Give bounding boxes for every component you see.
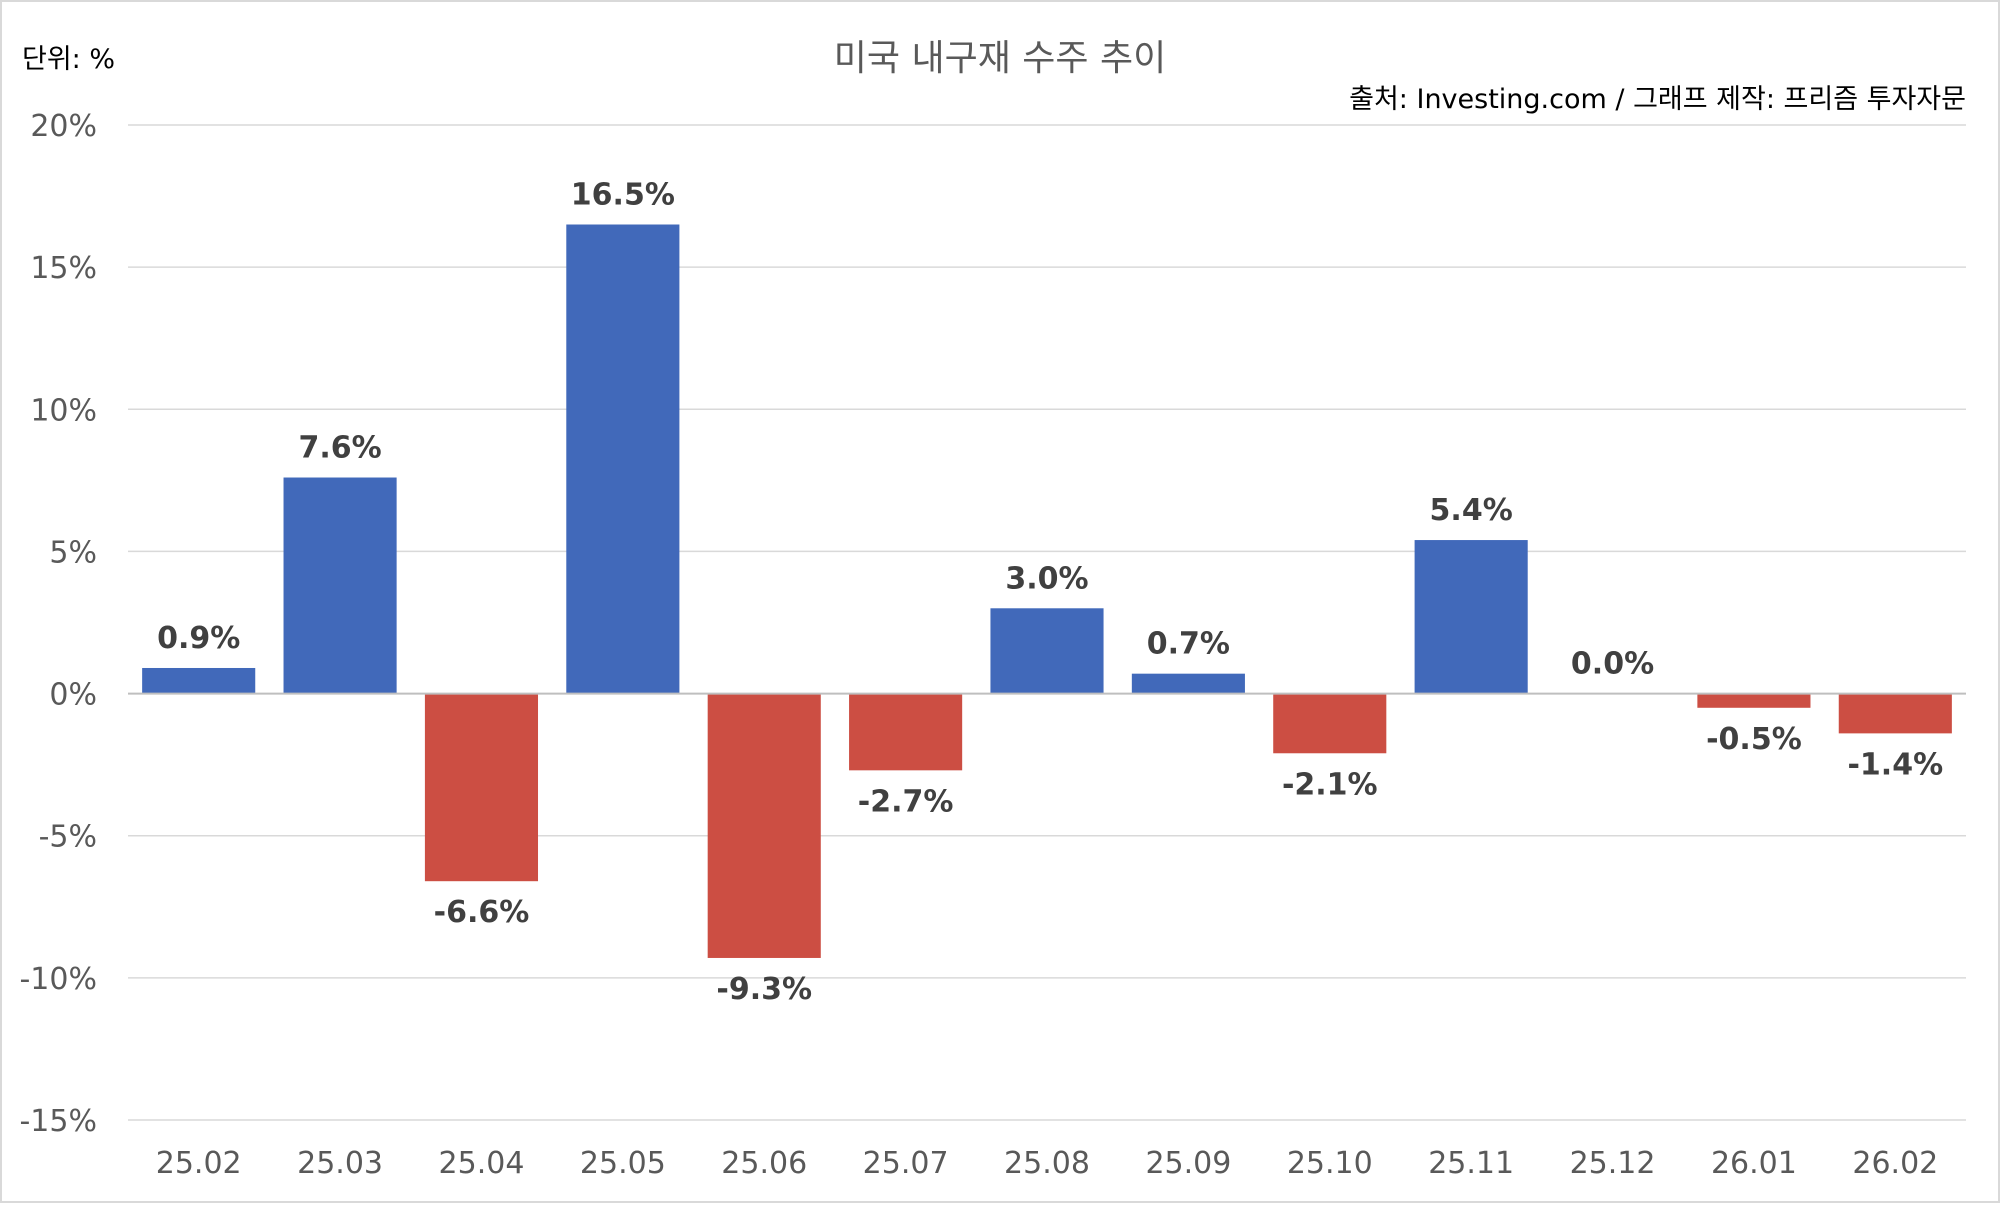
x-tick-label: 26.01: [1711, 1146, 1797, 1181]
data-label: 3.0%: [1005, 561, 1088, 596]
data-label: 7.6%: [298, 431, 381, 466]
y-tick-label: 0%: [49, 678, 97, 713]
x-tick-label: 25.11: [1428, 1146, 1514, 1181]
bar-25.10: [1273, 693, 1387, 754]
data-label: -2.1%: [1282, 767, 1378, 802]
data-label: 0.7%: [1147, 627, 1230, 662]
x-tick-label: 25.12: [1570, 1146, 1656, 1181]
bar-25.08: [990, 608, 1104, 694]
bar-25.05: [566, 224, 680, 694]
data-label: 0.9%: [157, 621, 240, 656]
x-tick-label: 25.03: [297, 1146, 383, 1181]
x-tick-label: 25.02: [156, 1146, 242, 1181]
data-label: -9.3%: [716, 972, 812, 1007]
y-tick-label: -15%: [19, 1104, 97, 1139]
y-tick-label: -5%: [39, 820, 97, 855]
x-tick-label: 25.06: [721, 1146, 807, 1181]
source-note: 출처: Investing.com / 그래프 제작: 프리즘 투자자문: [1349, 84, 1966, 115]
data-label-layer: 0.9% 7.6% -6.6% 16.5% -9.3% -2.7% 3.0% 0.7% -2.1…: [157, 178, 1943, 1007]
bar-25.11: [1414, 540, 1528, 694]
bar-25.06: [707, 693, 821, 958]
x-tick-label: 25.07: [863, 1146, 949, 1181]
data-label: -2.7%: [858, 784, 954, 819]
x-axis-tick-labels: 25.02 25.03 25.04 25.05 25.06 25.07 25.08 25.09…: [156, 1146, 1939, 1181]
unit-label: 단위: %: [22, 44, 115, 75]
bar-layer: [142, 224, 1952, 958]
y-tick-label: 10%: [30, 393, 97, 428]
data-label: 5.4%: [1430, 493, 1513, 528]
bar-25.09: [1131, 673, 1245, 694]
y-tick-label: -10%: [19, 962, 97, 997]
x-tick-label: 25.05: [580, 1146, 666, 1181]
data-label: -1.4%: [1847, 747, 1943, 782]
bar-26.01: [1697, 693, 1811, 708]
data-label: -0.5%: [1706, 722, 1802, 757]
bar-25.07: [849, 693, 963, 771]
y-axis-tick-labels: 20% 15% 10% 5% 0% -5% -10% -15%: [19, 109, 97, 1139]
bar-25.03: [283, 477, 397, 694]
y-tick-label: 15%: [30, 251, 97, 286]
data-label: 0.0%: [1571, 647, 1654, 682]
y-tick-label: 5%: [49, 535, 97, 570]
x-tick-label: 26.02: [1852, 1146, 1938, 1181]
x-tick-label: 25.10: [1287, 1146, 1373, 1181]
x-tick-label: 25.08: [1004, 1146, 1090, 1181]
data-label: -6.6%: [434, 895, 530, 930]
bar-25.02: [142, 667, 256, 694]
y-tick-label: 20%: [30, 109, 97, 144]
chart-title: 미국 내구재 수주 추이: [834, 38, 1166, 79]
x-tick-label: 25.09: [1145, 1146, 1231, 1181]
x-tick-label: 25.04: [439, 1146, 525, 1181]
bar-25.04: [424, 693, 539, 882]
bar-26.02: [1838, 693, 1952, 734]
data-label: 16.5%: [571, 178, 675, 213]
